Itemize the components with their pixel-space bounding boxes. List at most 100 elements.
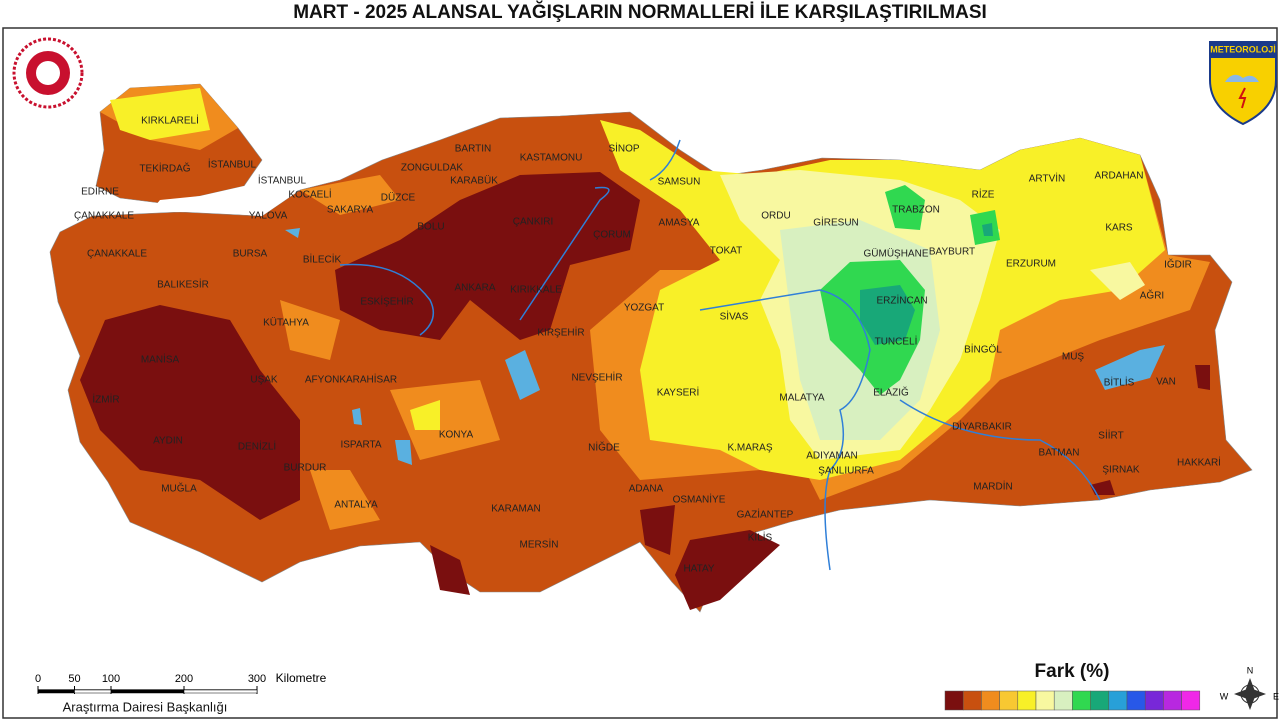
compass-e: E: [1273, 691, 1279, 701]
map-title: MART - 2025 ALANSAL YAĞIŞLARIN NORMALLER…: [293, 1, 987, 23]
city-label: ERZİNCAN: [876, 294, 927, 307]
city-label: ORDU: [761, 211, 790, 222]
legend-swatch: [1035, 690, 1055, 711]
legend-swatch: [962, 690, 982, 711]
city-label: HATAY: [683, 564, 714, 575]
city-label: ÇANKIRI: [513, 217, 554, 228]
city-label: KIRIKKALE: [510, 285, 562, 296]
legend-swatch: [944, 690, 964, 711]
city-label: ŞANLIURFA: [818, 466, 874, 477]
city-label: MANİSA: [141, 353, 180, 366]
city-label: KAYSERİ: [657, 386, 700, 399]
city-label: ANTALYA: [334, 500, 378, 511]
legend-swatch: [1126, 690, 1146, 711]
legend: [944, 690, 1201, 711]
city-label: BARTIN: [455, 144, 492, 155]
city-label: RİZE: [972, 188, 995, 201]
city-label: KOCAELİ: [288, 188, 331, 201]
scale-segment: [37, 689, 75, 694]
city-label: MARDİN: [973, 480, 1012, 493]
legend-swatch: [1072, 690, 1091, 711]
city-label: ÇORUM: [593, 230, 631, 241]
city-label: YOZGAT: [624, 303, 664, 314]
city-label: NİĞDE: [588, 441, 620, 454]
city-label: KIRKLARELİ: [141, 114, 199, 127]
scale-bar: 0 50 100 200 300 Kilometre: [35, 671, 327, 694]
city-label: NEVŞEHİR: [571, 371, 622, 384]
city-label: BİNGÖL: [964, 343, 1002, 356]
dark-zone-central: [335, 172, 640, 340]
city-label: İZMİR: [92, 393, 119, 406]
city-label: KASTAMONU: [520, 153, 583, 164]
city-label: BAYBURT: [929, 247, 975, 258]
city-label: BİTLİS: [1104, 376, 1135, 389]
city-label: MALATYA: [779, 393, 825, 404]
city-label: DENİZLİ: [238, 440, 276, 453]
compass-w: W: [1220, 691, 1229, 701]
legend-swatch: [1163, 690, 1182, 711]
legend-swatch: [1053, 690, 1073, 711]
legend-swatch: [1108, 690, 1128, 711]
compass: N W E: [1220, 665, 1279, 710]
city-label: HAKKARİ: [1177, 456, 1221, 469]
city-label: BALIKESİR: [157, 278, 209, 291]
city-label: ADIYAMAN: [806, 451, 858, 462]
frame: [2, 27, 1278, 719]
city-label: ESKİŞEHİR: [360, 295, 413, 308]
city-label: MERSİN: [520, 538, 559, 551]
city-label: MUĞLA: [161, 482, 197, 495]
city-label: SİVAS: [720, 310, 749, 323]
city-label: IĞDIR: [1164, 258, 1192, 271]
city-label: ANKARA: [454, 283, 495, 294]
city-label: ÇANAKKALE: [87, 249, 147, 260]
city-label: ADANA: [629, 484, 664, 495]
city-label: BURSA: [233, 249, 268, 260]
city-label: TOKAT: [710, 246, 742, 257]
city-label: KARAMAN: [491, 504, 540, 515]
city-label: SAMSUN: [658, 177, 701, 188]
scale-unit: Kilometre: [276, 671, 327, 685]
credit: Araştırma Dairesi Başkanlığı: [63, 699, 228, 714]
city-label: ARDAHAN: [1095, 171, 1144, 182]
compass-n: N: [1247, 665, 1254, 675]
legend-swatch: [1090, 690, 1110, 711]
city-label: UŞAK: [250, 375, 278, 386]
turkey-map: [49, 83, 1253, 613]
city-label: OSMANİYE: [673, 493, 726, 506]
city-label: K.MARAŞ: [727, 443, 772, 454]
city-label: GİRESUN: [813, 216, 859, 229]
sea-marmara: [150, 186, 300, 216]
legend-swatch: [1017, 690, 1037, 711]
city-label: BATMAN: [1039, 448, 1080, 459]
logo-text: METEOROLOJİ: [1210, 44, 1276, 54]
scale-label: 100: [102, 673, 120, 685]
city-label: KİLİS: [748, 531, 773, 544]
city-label: ZONGULDAK: [401, 163, 464, 174]
city-label: SAKARYA: [327, 205, 374, 216]
rivers: [339, 139, 1101, 571]
city-label: DİYARBAKIR: [952, 420, 1012, 433]
scale-segment: [110, 689, 185, 694]
city-label: AYDIN: [153, 436, 183, 447]
scale-label: 200: [175, 673, 193, 685]
city-label: SİNOP: [608, 142, 639, 155]
city-label: İSTANBUL: [258, 174, 307, 187]
scale-label: 50: [68, 673, 80, 685]
city-label: KONYA: [439, 430, 474, 441]
city-label: SİİRT: [1098, 429, 1123, 442]
city-label: TEKİRDAĞ: [139, 162, 190, 175]
city-label: ERZURUM: [1006, 259, 1056, 270]
legend-swatch: [981, 690, 1000, 711]
city-label: KARABÜK: [450, 175, 498, 187]
city-label: TRABZON: [892, 205, 940, 216]
city-label: BURDUR: [284, 463, 327, 474]
city-label: GÜMÜŞHANE: [863, 248, 928, 260]
city-label: EDİRNE: [81, 185, 119, 198]
green-zone: [820, 185, 1000, 395]
city-label: KARS: [1105, 223, 1133, 234]
dark-zone-west: [80, 305, 300, 520]
city-label: ELAZIĞ: [873, 386, 909, 399]
city-label: KIRŞEHİR: [537, 326, 584, 339]
city-label: ARTVİN: [1029, 172, 1066, 185]
